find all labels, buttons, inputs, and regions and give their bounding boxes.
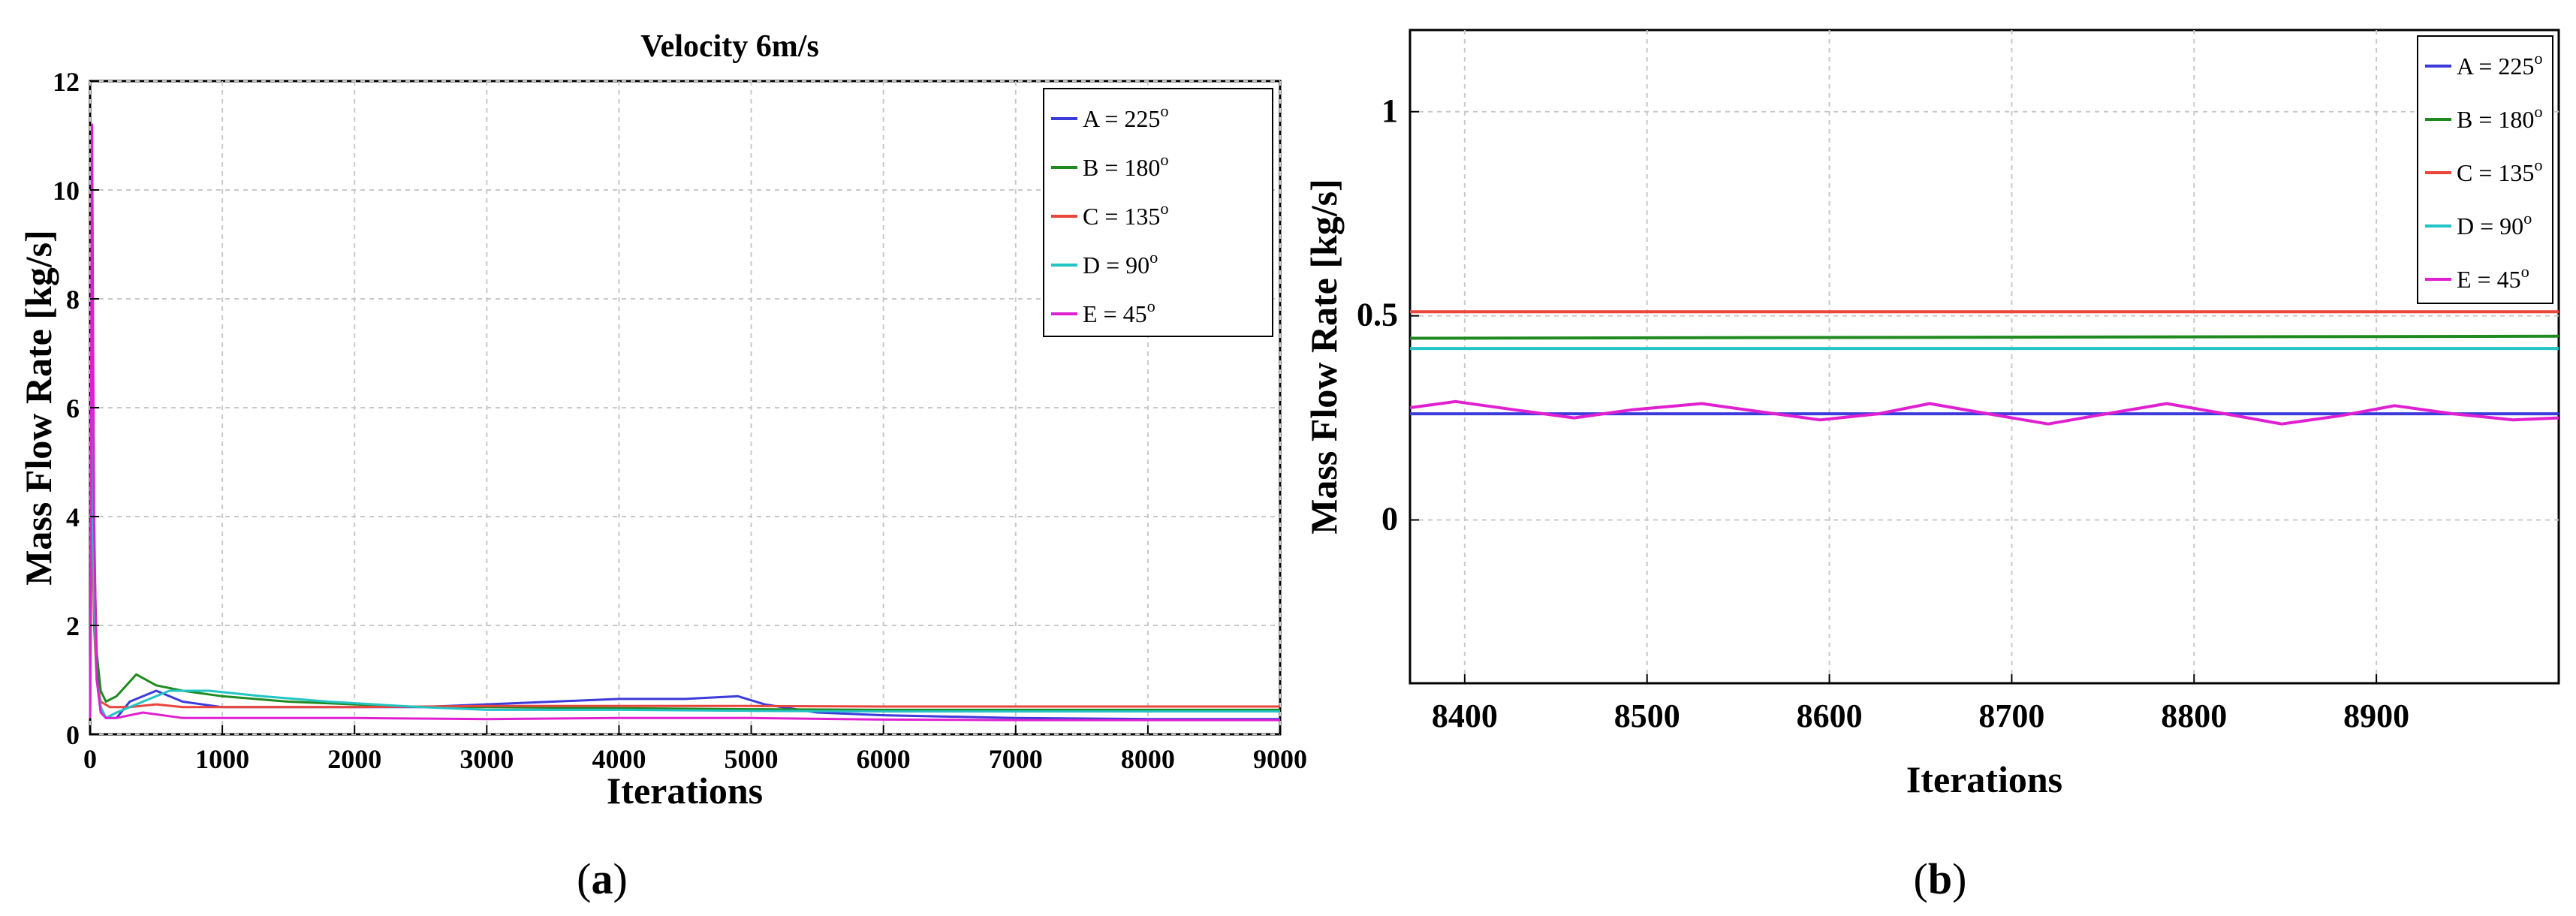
y-tick-label: 0.5 — [1357, 297, 1398, 333]
series-line-1 — [1409, 334, 2559, 340]
chart-a-caption-letter: a — [592, 854, 613, 903]
series-line-1 — [89, 324, 1280, 719]
x-tick-label: 0 — [83, 744, 97, 774]
chart-b-caption-letter: b — [1928, 854, 1952, 903]
chart-a-caption: (a) — [577, 854, 628, 903]
series-line-4 — [89, 123, 1280, 722]
legend-degree-sup: o — [2534, 49, 2542, 68]
legend-degree-sup: o — [2523, 209, 2532, 227]
legend-degree-sup: o — [1160, 199, 1168, 218]
legend-degree-sup: o — [2534, 102, 2542, 121]
y-tick-label: 0 — [1381, 501, 1398, 538]
x-tick-label: 2000 — [327, 744, 381, 774]
y-tick-label: 4 — [66, 502, 80, 532]
legend-label: B = 180o — [1083, 150, 1169, 181]
x-tick-label: 8500 — [1614, 698, 1680, 734]
legend-box — [2417, 35, 2553, 304]
y-tick-label: 2 — [66, 611, 80, 641]
x-tick-label: 6000 — [857, 744, 911, 774]
chart-a-legend: A = 225o B = 180o C = 135o D = 90o E = 45o — [1043, 88, 1273, 337]
x-tick-label: 4000 — [592, 744, 646, 774]
x-tick-label: 8000 — [1121, 744, 1175, 774]
legend-degree-sup: o — [2521, 262, 2529, 281]
x-tick-label: 8700 — [1978, 698, 2044, 734]
legend-label: B = 180o — [2457, 102, 2543, 133]
legend-label: A = 225o — [1083, 101, 1169, 132]
series-line-4 — [1409, 399, 2559, 426]
legend-degree-sup: o — [1160, 101, 1168, 120]
chart-b-plot-area — [1409, 29, 2560, 685]
y-tick-label: 1 — [1381, 92, 1398, 129]
x-tick-label: 5000 — [725, 744, 779, 774]
x-tick-label: 8600 — [1797, 698, 1863, 734]
legend-degree-sup: o — [1160, 150, 1168, 169]
y-tick-label: 12 — [53, 67, 80, 97]
chart-a-ylabel: Mass Flow Rate [kg/s] — [17, 230, 59, 586]
legend-label: C = 135o — [1083, 199, 1169, 230]
legend-degree-sup: o — [2534, 155, 2542, 174]
x-tick-label: 8400 — [1432, 698, 1498, 734]
legend-label: D = 90o — [1083, 248, 1158, 279]
chart-a-title: Velocity 6m/s — [640, 29, 819, 64]
x-tick-label: 1000 — [195, 744, 249, 774]
x-tick-label: 7000 — [989, 744, 1043, 774]
chart-panel-b: 8400 8500 8600 8700 8800 8900 0 0.5 1 Iterations… — [1303, 29, 2560, 903]
chart-b-grid — [1410, 30, 2559, 683]
chart-a-ticks: 0 1000 2000 3000 4000 5000 6000 7000 8000 9000 0 2 4… — [53, 67, 1307, 774]
x-tick-label: 8800 — [2161, 698, 2227, 734]
y-tick-label: 8 — [66, 285, 80, 315]
chart-b-series-group — [1409, 310, 2559, 426]
legend-label: D = 90o — [2457, 209, 2532, 240]
legend-degree-sup: o — [1147, 297, 1155, 315]
chart-b-xlabel: Iterations — [1906, 758, 2062, 800]
legend-label: C = 135o — [2457, 155, 2543, 186]
legend-label: E = 45o — [1083, 297, 1155, 327]
x-tick-label: 8900 — [2343, 698, 2409, 734]
y-tick-label: 0 — [66, 720, 80, 750]
chart-b-ticks: 8400 8500 8600 8700 8800 8900 0 0.5 1 — [1357, 92, 2409, 734]
legend-box — [1043, 88, 1273, 337]
chart-a-xlabel: Iterations — [607, 770, 763, 812]
y-tick-label: 10 — [53, 176, 80, 206]
chart-panel-a: Velocity 6m/s 0 1000 2000 3000 4000 5000 6000 7… — [17, 29, 1307, 903]
chart-b-ylabel: Mass Flow Rate [kg/s] — [1303, 179, 1345, 535]
chart-a-series-group — [89, 123, 1280, 722]
legend-label: A = 225o — [2457, 49, 2543, 80]
chart-b-caption: (b) — [1914, 854, 1967, 903]
chart-b-legend: A = 225o B = 180o C = 135o D = 90o E = 45o — [2417, 35, 2553, 304]
y-tick-label: 6 — [66, 393, 80, 423]
x-tick-label: 9000 — [1253, 744, 1307, 774]
legend-degree-sup: o — [1149, 248, 1158, 267]
legend-label: E = 45o — [2457, 262, 2529, 293]
x-tick-label: 3000 — [459, 744, 514, 774]
